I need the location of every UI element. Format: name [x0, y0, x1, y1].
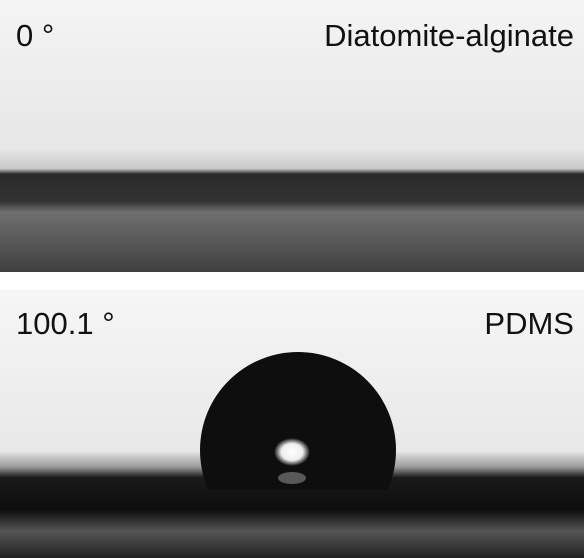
contact-angle: 100.1 °: [16, 306, 115, 341]
panel-top: 0 ° Diatomite-alginate: [0, 0, 584, 272]
figure: 0 ° Diatomite-alginate 100.1 ° PDMS: [0, 0, 584, 558]
droplet-reflection: [278, 472, 306, 484]
droplet-highlight: [274, 438, 310, 466]
contact-angle: 0 °: [16, 18, 54, 53]
sample-label: PDMS: [484, 306, 574, 341]
panel-bottom: 100.1 ° PDMS: [0, 290, 584, 558]
sample-label: Diatomite-alginate: [324, 18, 574, 53]
